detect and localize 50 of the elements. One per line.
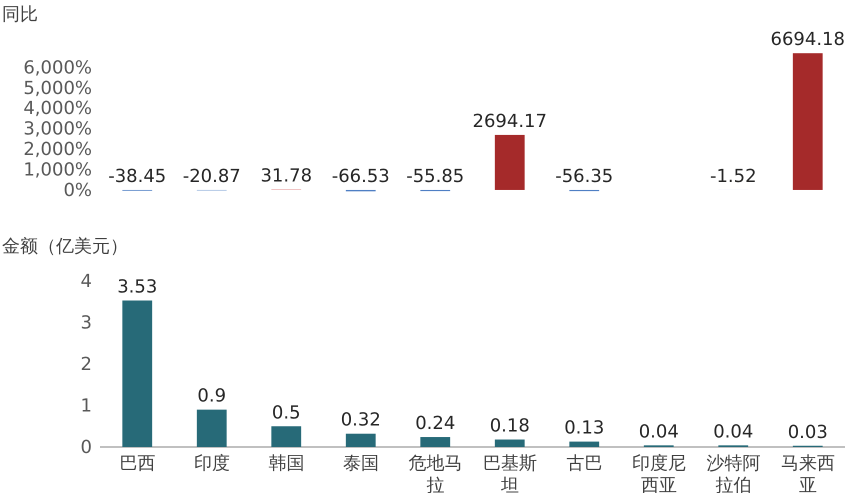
- y-tick-label: 4: [80, 271, 92, 292]
- y-tick-label: 3: [80, 312, 92, 334]
- data-label: -55.85: [406, 166, 464, 187]
- y-tick-label: 6,000%: [23, 57, 92, 78]
- bar: [346, 434, 376, 447]
- x-tick-label: 韩国: [268, 453, 304, 474]
- data-label: 0.32: [340, 410, 381, 431]
- data-label: 0.03: [788, 422, 828, 443]
- x-tick-label: 印度尼西亚: [632, 453, 686, 493]
- x-tick-label: 马来西亚: [780, 453, 835, 493]
- x-tick-label: 古巴: [566, 453, 602, 474]
- data-label: 0.24: [415, 413, 456, 434]
- data-label: 3.53: [117, 276, 158, 298]
- data-label: 0.9: [197, 386, 226, 407]
- y-tick-label: 0%: [63, 180, 92, 201]
- bar: [494, 134, 525, 190]
- y-tick-label: 4,000%: [23, 98, 92, 120]
- bar: [122, 300, 152, 447]
- data-label: 0.04: [638, 421, 679, 442]
- y-tick-label: 3,000%: [23, 118, 92, 140]
- bar: [196, 410, 227, 447]
- x-tick-label: 巴西: [119, 453, 156, 474]
- data-label: 0.5: [272, 402, 301, 424]
- x-tick-label: 巴基斯坦: [482, 453, 537, 493]
- y-tick-label: 2,000%: [23, 139, 92, 160]
- x-tick-label: 泰国: [342, 453, 379, 474]
- data-label: 31.78: [260, 165, 312, 186]
- y-tick-label: 0: [80, 437, 92, 458]
- bar: [271, 426, 302, 447]
- data-label: 0.04: [713, 421, 754, 442]
- data-label: 2694.17: [472, 110, 547, 132]
- y-axis-title: 金额（亿美元）: [2, 236, 128, 257]
- y-tick-label: 1,000%: [23, 160, 92, 181]
- data-label: 6694.18: [770, 29, 845, 50]
- bar: [494, 440, 525, 447]
- y-tick-label: 2: [80, 354, 92, 375]
- data-label: 0.13: [564, 418, 604, 439]
- y-tick-label: 1: [80, 396, 92, 416]
- y-tick-label: 5,000%: [23, 78, 92, 99]
- data-label: -20.87: [182, 166, 241, 187]
- x-tick-label: 印度: [194, 453, 230, 474]
- y-axis-title: 同比: [2, 4, 38, 25]
- data-label: -56.35: [555, 166, 614, 187]
- data-label: -66.53: [332, 166, 390, 187]
- data-label: -38.45: [108, 166, 166, 187]
- bar: [569, 442, 600, 447]
- data-label: 0.18: [490, 416, 530, 437]
- bar: [792, 53, 823, 190]
- bar: [420, 437, 450, 447]
- data-label: -1.52: [710, 166, 757, 187]
